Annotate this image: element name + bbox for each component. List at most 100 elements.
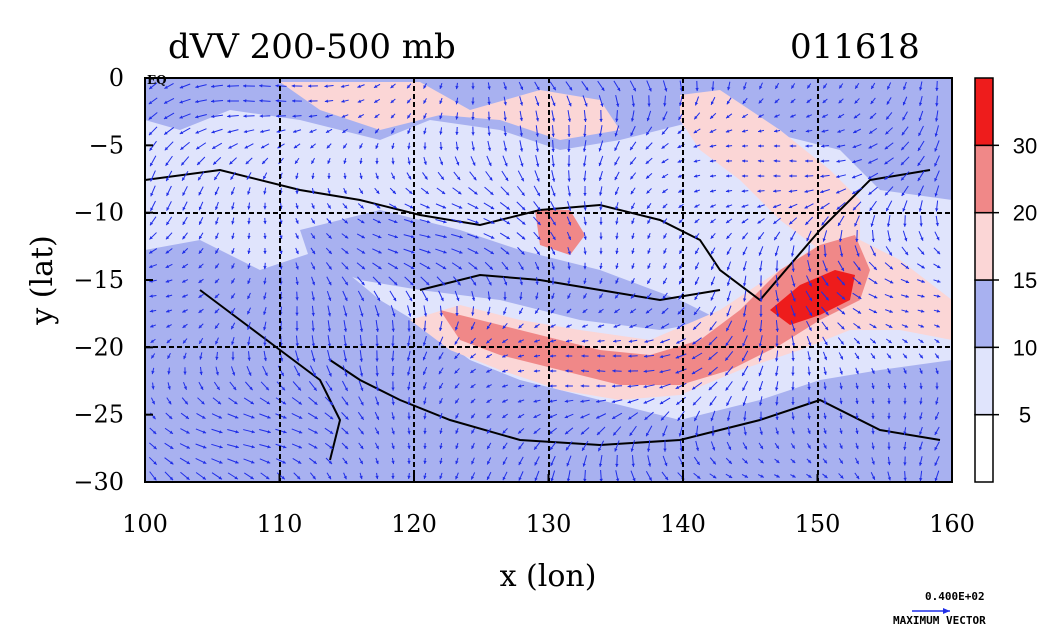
wind-vector-head	[214, 176, 218, 181]
wind-vector-head	[219, 445, 223, 449]
wind-vector-head	[406, 343, 411, 347]
wind-vector-head	[792, 328, 796, 332]
wind-vector-head	[805, 129, 810, 133]
wind-vector-head	[934, 133, 938, 137]
wind-vector-head	[854, 100, 858, 104]
wind-vector-head	[920, 309, 925, 313]
wind-vector-head	[152, 430, 157, 435]
wind-vector-head	[329, 416, 334, 420]
x-tick-label: 150	[795, 510, 841, 538]
wind-vector-head	[503, 297, 507, 301]
wind-vector-head	[438, 341, 442, 346]
wind-vector-head	[326, 144, 331, 149]
wind-vector-head	[773, 144, 777, 148]
wind-vector-head	[904, 237, 908, 242]
wind-vector-head	[282, 460, 286, 464]
wind-vector-head	[921, 265, 925, 269]
wind-vector-head	[441, 281, 446, 286]
wind-vector-head	[266, 460, 271, 464]
wind-vector-head	[391, 387, 395, 391]
colorbar-label: 20	[1013, 201, 1037, 226]
x-tick-label: 130	[526, 510, 572, 538]
wind-vector-head	[311, 266, 315, 270]
wind-vector-head	[725, 372, 729, 376]
wind-vector-head	[521, 221, 526, 225]
wind-vector-head	[327, 190, 331, 194]
wind-vector-head	[823, 386, 827, 390]
wind-vector-head	[695, 433, 699, 437]
wind-vector-head	[182, 250, 186, 254]
wind-vector-head	[708, 386, 713, 391]
wind-vector-head	[901, 192, 905, 196]
wind-vector-head	[517, 384, 522, 388]
wind-vector-head	[918, 192, 922, 197]
wind-vector-head	[325, 114, 329, 118]
wind-vector-head	[471, 86, 475, 90]
wind-vector-head	[841, 326, 845, 330]
wind-vector-head	[298, 401, 302, 405]
colorbar-label: 30	[1013, 133, 1037, 158]
colorbar-label: 5	[1019, 403, 1031, 428]
wind-vector-head	[889, 294, 894, 299]
wind-vector-head	[519, 281, 523, 286]
wind-vector-head	[535, 148, 540, 152]
wind-vector-head	[807, 445, 811, 449]
wind-vector-head	[742, 328, 746, 332]
wind-vector-head	[314, 401, 318, 405]
wind-vector-head	[888, 324, 893, 328]
wind-vector-head	[502, 445, 506, 450]
wind-vector-head	[820, 174, 824, 178]
wind-vector-head	[165, 235, 170, 240]
wind-vector-head	[582, 324, 586, 328]
wind-vector-head	[629, 432, 633, 436]
wind-vector-head	[182, 206, 186, 211]
wind-vector-head	[757, 144, 762, 148]
wind-vector-head	[789, 144, 793, 148]
x-tick-label: 160	[929, 510, 975, 538]
wind-vector-head	[202, 445, 207, 449]
wind-vector-head	[647, 265, 651, 269]
wind-vector-head	[149, 264, 153, 268]
wind-vector-head	[806, 237, 810, 242]
wind-vector-head	[149, 250, 153, 254]
wind-vector-head	[186, 430, 190, 434]
wind-vector-head	[486, 384, 490, 388]
wind-vector-head	[693, 159, 698, 163]
wind-vector-head	[328, 373, 332, 377]
wind-vector-head	[251, 445, 255, 449]
wind-vector-head	[613, 432, 617, 436]
wind-vector-head	[647, 280, 651, 284]
wind-vector-head	[534, 462, 538, 466]
wind-vector-head	[710, 235, 714, 239]
wind-vector-head	[936, 265, 941, 269]
colorbar-swatch	[974, 77, 994, 147]
wind-vector-head	[359, 190, 363, 194]
wind-vector-head	[630, 161, 634, 165]
wind-vector-head	[231, 206, 235, 210]
wind-vector-head	[394, 220, 398, 224]
colorbar-swatch	[974, 211, 994, 281]
wind-vector-head	[275, 84, 279, 88]
wind-vector-head	[536, 86, 540, 91]
wind-vector-head	[471, 414, 475, 419]
wind-vector-head	[599, 221, 603, 225]
wind-vector-head	[199, 340, 203, 344]
wind-vector-head	[533, 384, 537, 388]
wind-vector-head	[149, 85, 153, 90]
wind-vector-head	[489, 177, 493, 181]
wind-vector-head	[872, 252, 876, 257]
wind-vector-head	[568, 221, 572, 226]
wind-vector-head	[486, 354, 490, 358]
wind-vector-head	[583, 251, 587, 255]
wind-vector-head	[659, 369, 663, 374]
wind-vector-head	[644, 416, 648, 420]
wind-vector-head	[868, 145, 873, 149]
wind-vector-head	[805, 144, 809, 148]
wind-vector-head	[263, 296, 267, 300]
wind-vector-head	[197, 161, 201, 165]
wind-vector-head	[903, 446, 907, 451]
wind-vector-head	[725, 342, 729, 346]
wind-vector-head	[741, 204, 746, 208]
wind-vector-head	[853, 206, 857, 211]
wind-vector-head	[423, 146, 427, 150]
